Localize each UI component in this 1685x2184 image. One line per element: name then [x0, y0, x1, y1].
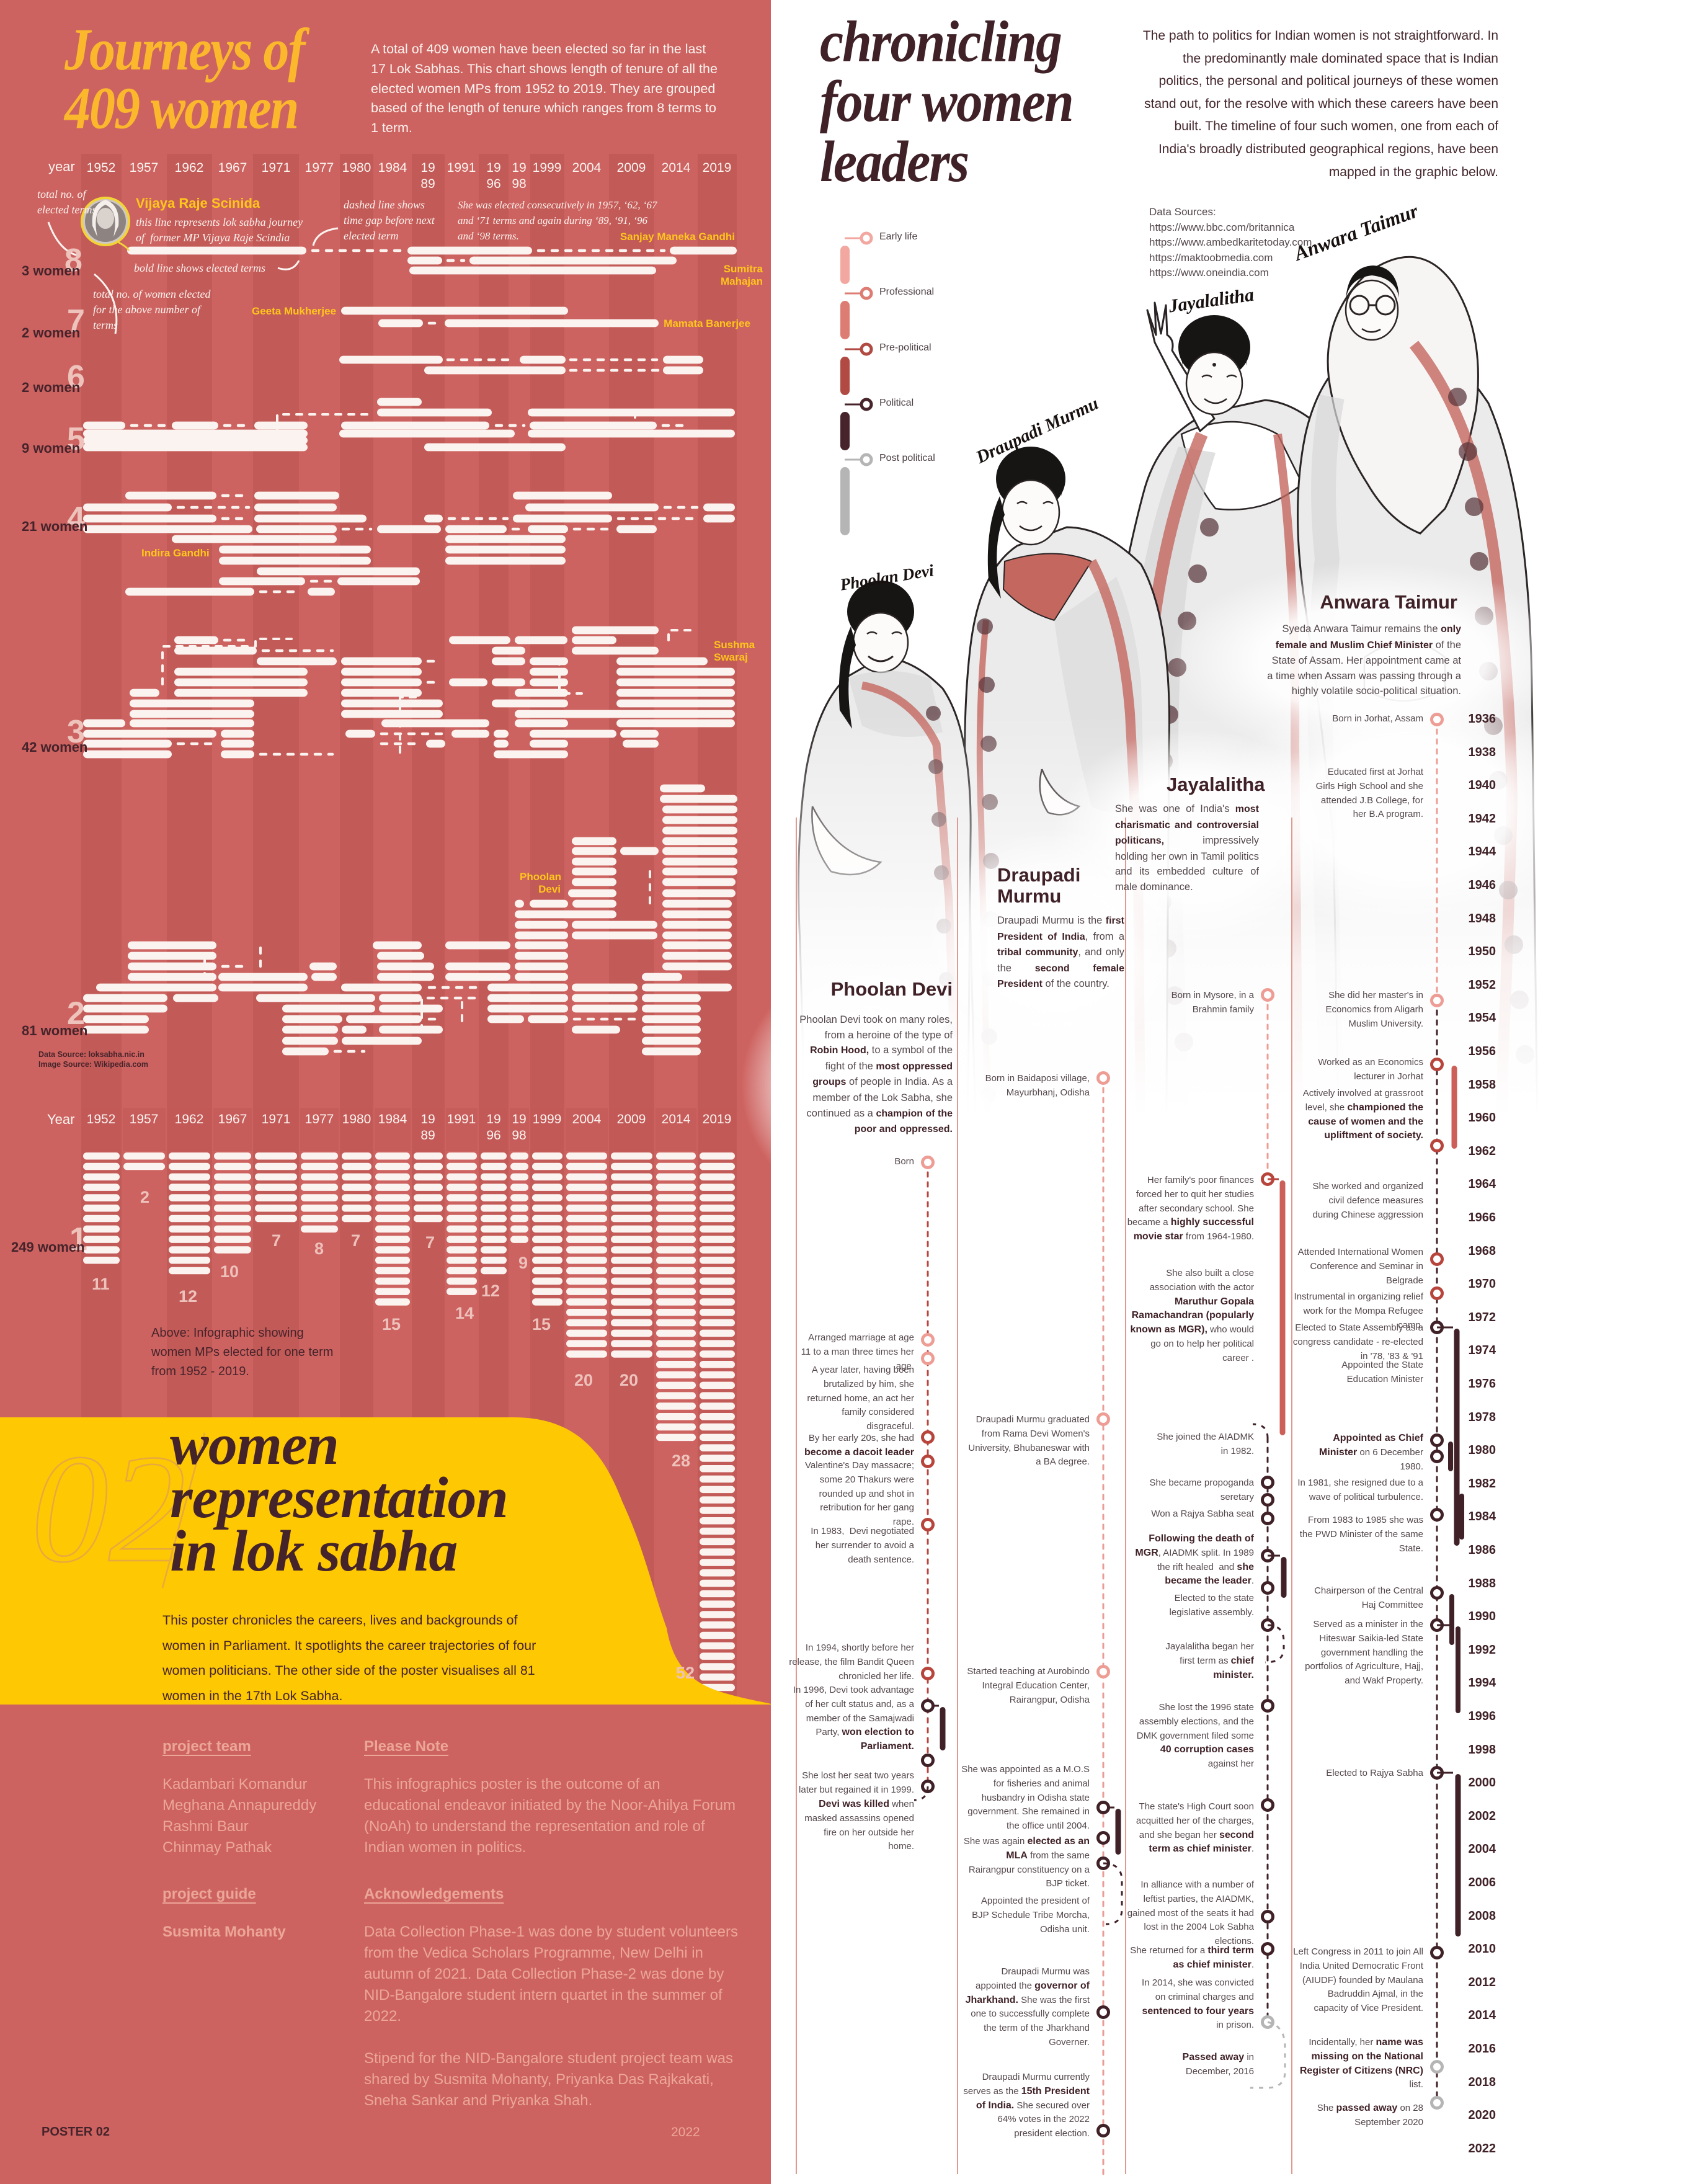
svg-text:02: 02: [31, 1423, 186, 1595]
